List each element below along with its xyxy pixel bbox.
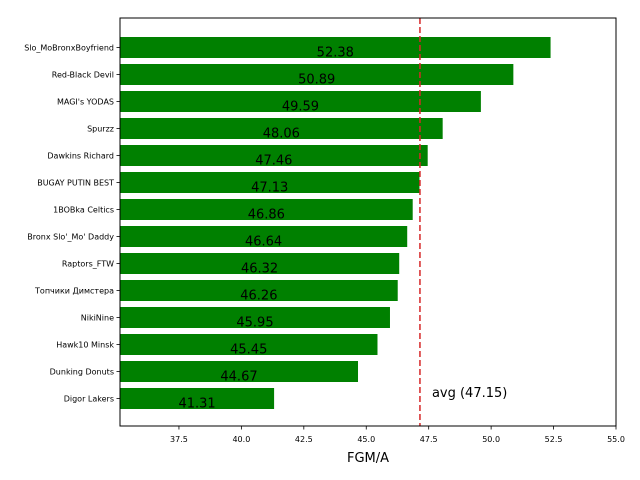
bar-value-label: 46.32 (241, 262, 278, 277)
bar (120, 388, 275, 409)
bar (120, 334, 378, 355)
bar (120, 64, 514, 85)
bar (120, 226, 408, 247)
bar-value-label: 46.26 (240, 289, 277, 304)
bar-value-label: 48.06 (263, 127, 300, 142)
bar-value-label: 50.89 (298, 73, 335, 88)
bar-value-label: 47.46 (255, 154, 292, 169)
y-tick-label: Digor Lakers (64, 395, 114, 404)
bar (120, 37, 551, 58)
x-tick-label: 50.0 (482, 435, 500, 444)
bar-value-label: 49.59 (282, 100, 319, 115)
bar-value-label: 46.86 (248, 208, 285, 223)
bar (120, 361, 359, 382)
bar (120, 280, 398, 301)
y-tick-label: Топчики Димстера (34, 287, 114, 296)
x-tick-label: 42.5 (295, 435, 313, 444)
y-tick-label: MAGI's YODAS (57, 98, 114, 107)
bar (120, 307, 390, 328)
y-tick-label: Slo_MoBronxBoyfriend (24, 44, 114, 53)
x-tick-label: 37.5 (170, 435, 188, 444)
bar (120, 253, 400, 274)
x-tick-label: 52.5 (545, 435, 563, 444)
bar-value-label: 41.31 (178, 397, 215, 412)
y-tick-label: Raptors_FTW (62, 260, 114, 269)
y-tick-label: Dunking Donuts (50, 368, 114, 377)
bar-value-label: 45.45 (230, 343, 267, 358)
y-tick-label: NikiNine (81, 314, 114, 323)
bar-value-label: 45.95 (236, 316, 273, 331)
bar-value-label: 47.13 (251, 181, 288, 196)
bar-value-label: 44.67 (220, 370, 257, 385)
bar (120, 145, 428, 166)
y-tick-label: Dawkins Richard (47, 152, 114, 161)
y-axis-ticks: Slo_MoBronxBoyfriend Red-Black Devil MAGI'… (24, 44, 120, 404)
x-tick-label: 55.0 (607, 435, 625, 444)
x-tick-label: 45.0 (357, 435, 375, 444)
bar-value-labels: 52.38 50.89 49.59 48.06 47.46 47.13 46.86 46.64… (178, 46, 353, 412)
y-tick-label: Hawk10 Minsk (56, 341, 114, 350)
x-axis-label: FGM/A (347, 451, 389, 466)
y-tick-label: Bronx Slo'_Mo' Daddy (27, 233, 114, 242)
bars-group (120, 37, 551, 409)
x-tick-label: 47.5 (420, 435, 438, 444)
plot-frame (119, 17, 617, 427)
bar-value-label: 52.38 (317, 46, 354, 61)
x-tick-label: 40.0 (232, 435, 250, 444)
y-tick-label: Red-Black Devil (52, 71, 114, 80)
average-label: avg (47.15) (432, 386, 507, 401)
bar-value-label: 46.64 (245, 235, 282, 250)
bar (120, 172, 420, 193)
bar (120, 91, 481, 112)
y-tick-label: 1BOBka Celtics (53, 206, 114, 215)
x-axis-ticks: 37.5 40.0 42.5 45.0 47.5 50.0 52.5 55.0 (170, 426, 625, 444)
y-tick-label: BUGAY PUTIN BEST (37, 179, 114, 188)
y-tick-label: Spurzz (87, 125, 114, 134)
bar (120, 118, 443, 139)
bar (120, 199, 413, 220)
